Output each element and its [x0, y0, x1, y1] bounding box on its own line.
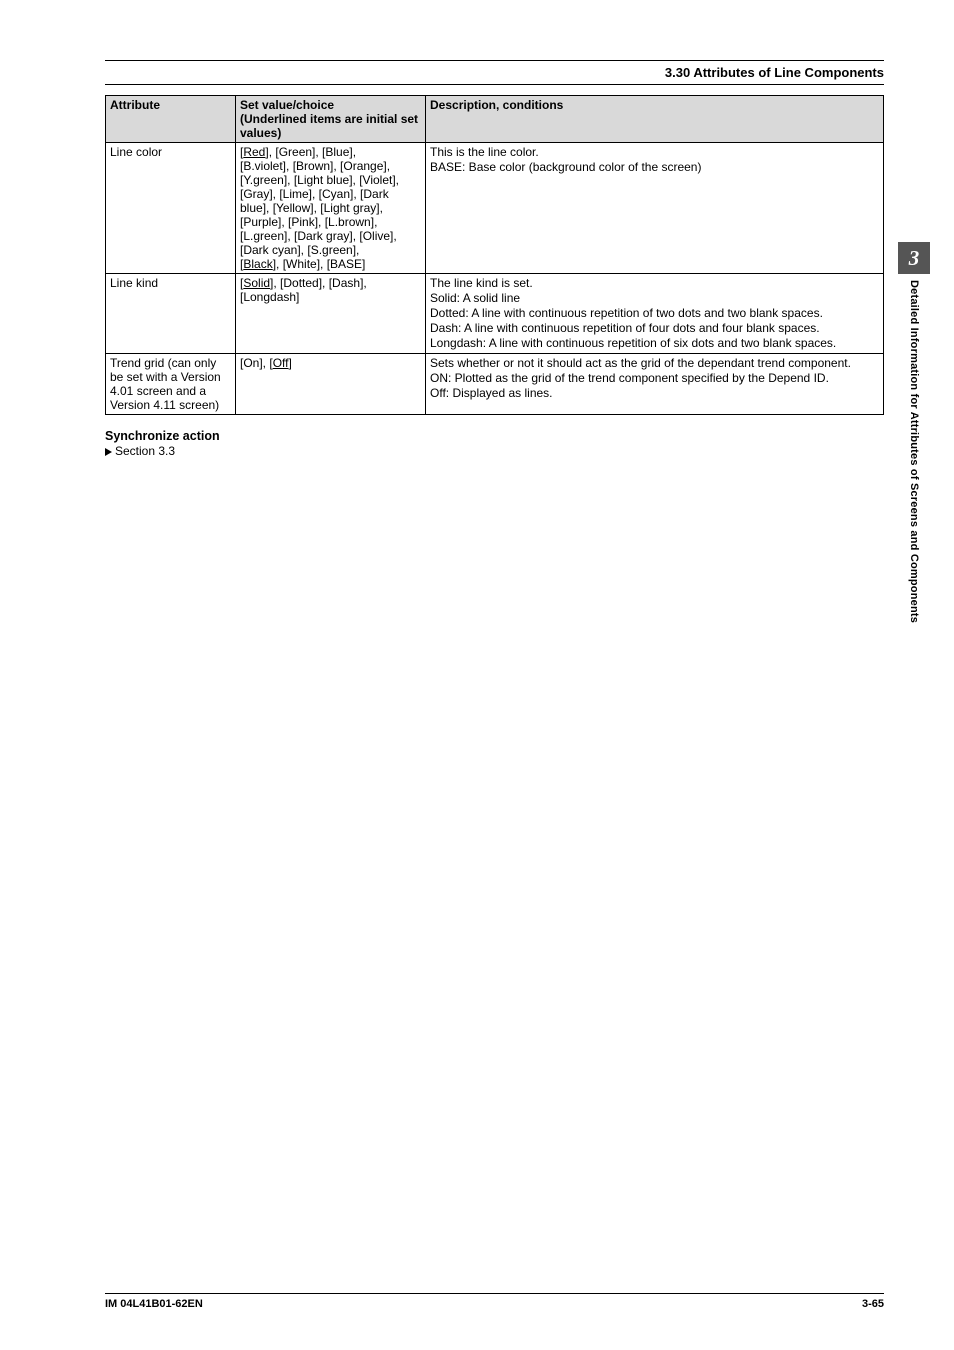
col-header-attribute: Attribute — [106, 96, 236, 143]
col-header-set-value-l1: Set value/choice — [240, 98, 421, 112]
cell-attribute-line-kind: Line kind — [106, 274, 236, 354]
desc-line: Dotted: A line with continuous repetitio… — [430, 306, 879, 321]
desc-line: Solid: A solid line — [430, 291, 879, 306]
attr-line: be set with a Version — [110, 370, 231, 384]
value-line: [Dark cyan], [S.green], — [240, 243, 421, 257]
synchronize-reference: Section 3.3 — [105, 444, 884, 458]
col-header-set-value: Set value/choice (Underlined items are i… — [236, 96, 426, 143]
value-line: [Longdash] — [240, 290, 421, 304]
footer-right: 3-65 — [862, 1298, 884, 1310]
desc-line: Dash: A line with continuous repetition … — [430, 321, 879, 336]
value-line: [Y.green], [Light blue], [Violet], — [240, 173, 421, 187]
chapter-title-vertical: Detailed Information for Attributes of S… — [908, 280, 920, 623]
desc-line: BASE: Base color (background color of th… — [430, 160, 879, 175]
cell-description-line-kind: The line kind is set. Solid: A solid lin… — [426, 274, 884, 354]
value-line: [Black], [White], [BASE] — [240, 257, 421, 271]
value-line: [Purple], [Pink], [L.brown], — [240, 215, 421, 229]
value-line: [Red], [Green], [Blue], — [240, 145, 421, 159]
cell-description-line-color: This is the line color. BASE: Base color… — [426, 143, 884, 274]
cell-attribute-line-color: Line color — [106, 143, 236, 274]
attributes-table: Attribute Set value/choice (Underlined i… — [105, 95, 884, 415]
col-header-set-value-l2: (Underlined items are initial set values… — [240, 112, 421, 140]
value-line: blue], [Yellow], [Light gray], — [240, 201, 421, 215]
synchronize-reference-text: Section 3.3 — [115, 444, 175, 458]
desc-line: Longdash: A line with continuous repetit… — [430, 336, 879, 351]
value-line: [B.violet], [Brown], [Orange], — [240, 159, 421, 173]
footer-left: IM 04L41B01-62EN — [105, 1298, 203, 1310]
cell-attribute-trend-grid: Trend grid (can only be set with a Versi… — [106, 354, 236, 415]
cell-values-line-kind: [Solid], [Dotted], [Dash], [Longdash] — [236, 274, 426, 354]
table-row: Line color [Red], [Green], [Blue], [B.vi… — [106, 143, 884, 274]
synchronize-heading: Synchronize action — [105, 429, 884, 443]
table-row: Trend grid (can only be set with a Versi… — [106, 354, 884, 415]
value-line: [On], [Off] — [240, 356, 421, 370]
section-header: 3.30 Attributes of Line Components — [105, 60, 884, 85]
value-line: [Solid], [Dotted], [Dash], — [240, 276, 421, 290]
desc-line: Sets whether or not it should act as the… — [430, 356, 879, 371]
page-container: 3.30 Attributes of Line Components Attri… — [0, 0, 954, 1350]
chapter-number-box: 3 — [898, 242, 930, 274]
side-tab: 3 Detailed Information for Attributes of… — [898, 242, 930, 623]
desc-line: The line kind is set. — [430, 276, 879, 291]
page-footer: IM 04L41B01-62EN 3-65 — [105, 1293, 884, 1310]
triangle-icon — [105, 448, 112, 456]
desc-line: Off: Displayed as lines. — [430, 386, 879, 401]
cell-values-line-color: [Red], [Green], [Blue], [B.violet], [Bro… — [236, 143, 426, 274]
cell-description-trend-grid: Sets whether or not it should act as the… — [426, 354, 884, 415]
attr-line: Version 4.11 screen) — [110, 398, 231, 412]
attr-line: Trend grid (can only — [110, 356, 231, 370]
desc-line: ON: Plotted as the grid of the trend com… — [430, 371, 879, 386]
value-line: [Gray], [Lime], [Cyan], [Dark — [240, 187, 421, 201]
cell-values-trend-grid: [On], [Off] — [236, 354, 426, 415]
table-row: Line kind [Solid], [Dotted], [Dash], [Lo… — [106, 274, 884, 354]
table-header-row: Attribute Set value/choice (Underlined i… — [106, 96, 884, 143]
attr-line: 4.01 screen and a — [110, 384, 231, 398]
col-header-description: Description, conditions — [426, 96, 884, 143]
desc-line: This is the line color. — [430, 145, 879, 160]
value-line: [L.green], [Dark gray], [Olive], — [240, 229, 421, 243]
